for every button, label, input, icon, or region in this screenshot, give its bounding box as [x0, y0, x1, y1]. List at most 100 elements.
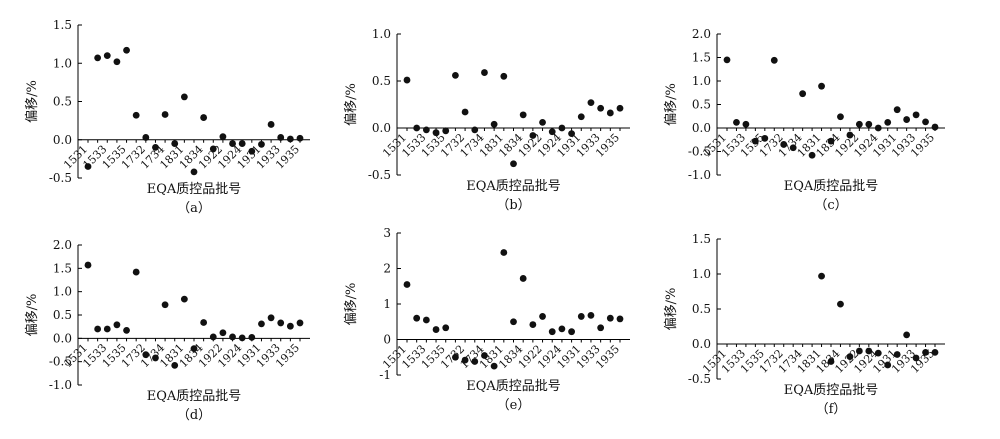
y-tick-label: 0 [383, 333, 391, 347]
data-point [490, 362, 498, 370]
data-point [912, 354, 920, 362]
x-axis-label: EQA质控品批号 [784, 179, 879, 194]
chart-panel-e: 3210-11531153315351732173418311834192219… [344, 226, 630, 413]
data-point [874, 124, 882, 132]
data-point [529, 132, 537, 139]
data-point [229, 333, 236, 341]
data-point [519, 111, 527, 119]
data-point [884, 361, 892, 369]
data-point [770, 56, 778, 64]
x-axis-label: EQA质控品批号 [466, 379, 561, 394]
data-point [931, 349, 939, 356]
data-point [799, 90, 807, 98]
data-point [500, 249, 508, 256]
x-axis-label: EQA质控品批号 [466, 179, 561, 194]
y-tick-label: 2.0 [53, 238, 72, 252]
y-tick-label: 0.0 [53, 331, 72, 345]
data-point [103, 325, 111, 333]
data-point [931, 123, 939, 131]
data-point [413, 124, 421, 132]
data-point [432, 326, 440, 333]
data-point [161, 301, 169, 309]
data-point [597, 324, 605, 332]
data-point [751, 137, 759, 145]
x-axis-label: EQA质控品批号 [147, 182, 242, 197]
data-point [248, 147, 256, 155]
data-point [568, 328, 575, 336]
y-axis-label: 偏移/% [664, 288, 679, 331]
data-point [818, 272, 825, 280]
data-point [152, 354, 159, 362]
data-point [200, 319, 208, 326]
data-point [84, 261, 92, 269]
data-point [837, 113, 844, 121]
data-point [219, 329, 227, 337]
data-point [827, 358, 835, 365]
data-point [209, 333, 217, 341]
y-tick-label: 0.0 [53, 133, 72, 147]
data-point [413, 314, 421, 322]
data-point [200, 114, 208, 121]
y-tick-label: -0.5 [368, 168, 391, 182]
data-point [597, 104, 605, 112]
data-point [539, 313, 546, 320]
data-point [846, 353, 854, 360]
y-tick-label: -1.0 [688, 168, 711, 182]
data-point [481, 352, 488, 359]
data-point [123, 327, 130, 334]
data-point [558, 124, 566, 132]
y-tick-label: 1.0 [53, 56, 72, 70]
data-point [190, 345, 198, 352]
data-point [548, 128, 556, 136]
y-tick-label: 1.0 [692, 267, 711, 281]
data-point [286, 135, 294, 143]
y-tick-label: 0.5 [692, 98, 711, 112]
y-axis-label: 偏移/% [25, 294, 40, 337]
chart-panel-d: 2.01.51.00.50.0-0.5-1.015311533153517321… [25, 238, 310, 423]
data-point [238, 140, 246, 147]
y-tick-label: 1.0 [692, 74, 711, 88]
y-axis-label: 偏移/% [25, 80, 40, 123]
data-point [874, 349, 882, 357]
data-point [616, 104, 624, 112]
data-point [529, 321, 537, 328]
y-tick-label: 1.5 [692, 51, 711, 65]
y-tick-label: 0.0 [692, 121, 711, 135]
data-point [103, 52, 111, 59]
data-point [267, 121, 275, 128]
data-point [161, 111, 169, 118]
y-tick-label: 1 [383, 297, 391, 311]
y-tick-label: 3 [383, 226, 391, 240]
data-point [510, 160, 517, 168]
data-point [606, 109, 614, 117]
panel-caption: （e） [497, 398, 531, 413]
data-point [846, 131, 854, 139]
data-point [277, 319, 285, 327]
data-point [481, 69, 488, 76]
data-point [229, 140, 236, 147]
data-point [587, 99, 595, 107]
panel-caption: （d） [177, 408, 211, 423]
data-point [422, 316, 430, 324]
data-point [471, 126, 479, 134]
data-point [837, 300, 844, 308]
data-point [519, 275, 527, 282]
data-point [286, 322, 294, 330]
y-tick-label: 0.0 [372, 121, 391, 135]
chart-panel-c: 2.01.51.00.50.0-0.5-1.015311533153517321… [664, 27, 945, 213]
data-point [442, 324, 450, 332]
data-point [855, 347, 863, 355]
data-point [865, 347, 873, 355]
y-axis-label: 偏移/% [344, 283, 359, 326]
data-point [180, 295, 188, 303]
panel-caption: （c） [814, 198, 847, 213]
chart-panel-a: 1.51.00.50.0-0.5153115331535173217341831… [25, 18, 310, 216]
data-point [248, 334, 256, 341]
data-point [219, 133, 227, 141]
y-tick-label: 1.5 [53, 18, 72, 32]
data-point [422, 126, 430, 134]
data-point [903, 116, 911, 123]
y-tick-label: 0.5 [372, 74, 391, 88]
data-point [471, 358, 479, 365]
